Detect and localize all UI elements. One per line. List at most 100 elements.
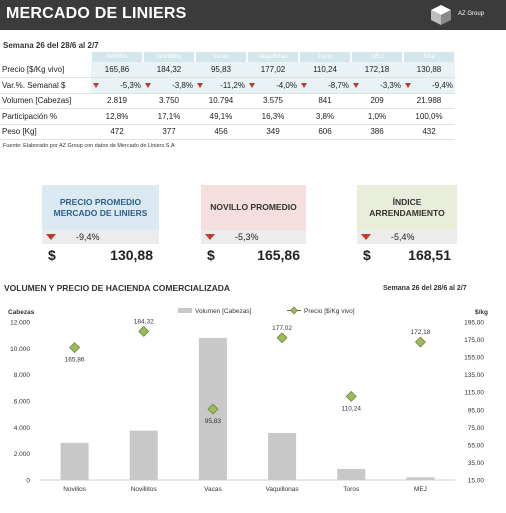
price-marker-vacas [207,403,219,415]
legend-bar-swatch [178,308,192,313]
table-row: Precio [$/Kg vivo] 165,86 184,32 95,83 1… [0,62,455,78]
right-tick-label: 135,00 [464,372,484,379]
table-header-row: Novillos Novillitos Vacas Vaquillonas To… [0,52,456,62]
table-cell: 49,1% [195,108,247,125]
table-cell: 456 [195,124,247,140]
cube-logo-icon [431,5,451,25]
left-tick-label: 4.000 [14,425,31,432]
left-axis-label: Cabezas [8,309,35,316]
down-arrow-icon [93,82,99,88]
row-label: Var.%. Semanal $ [0,77,91,94]
table-cell: 3.575 [247,93,299,109]
price-data-label: 172,18 [410,329,430,336]
x-tick-label: Vaquillonas [266,486,300,493]
price-marker-novillitos [138,325,150,337]
left-tick-label: 12.000 [10,320,30,327]
source-note: Fuente: Elaborado por AZ Group con datos… [3,143,175,149]
row-label: Volumen [Cabezas] [0,93,91,109]
table-cell: 377 [143,124,195,140]
table-cell: 1,0% [351,108,403,125]
price-marker-vaquillonas [276,332,288,344]
right-tick-label: 55,00 [468,442,485,449]
right-tick-label: 115,00 [465,390,485,397]
column-header: Novillitos [143,52,196,62]
table-cell: 130,88 [403,62,455,78]
table-cell: 3.750 [143,93,195,109]
table-cell: 100,0% [403,108,455,125]
right-tick-label: 75,00 [468,425,485,432]
left-tick-label: 0 [26,478,30,485]
table-row: Volumen [Cabezas] 2.819 3.750 10.794 3.5… [0,93,455,109]
table-cell: 95,83 [195,62,247,78]
column-header: MEJ [351,52,404,62]
page-title: MERCADO DE LINIERS [6,5,187,22]
lease-index-card: ÍNDICE ARRENDAMIENTO -5,4% $168,51 [357,185,457,266]
bar-novillos [60,442,89,480]
price-marker-mej [414,336,426,348]
right-tick-label: 155,00 [464,355,484,362]
currency-symbol: $ [207,247,215,263]
volume-price-chart: Cabezas $/kg 0 2.000 4.000 6.000 8.000 10.000 12… [8,306,488,493]
card-title: MERCADO DE LINIERS [53,207,148,218]
right-tick-label: 35,00 [468,460,485,467]
right-tick-label: 95,00 [468,407,485,414]
currency-symbol: $ [363,247,371,263]
table-cell: -3,8% [172,80,193,90]
column-header: Novillos [91,52,144,62]
table-cell: 349 [247,124,299,140]
market-table: Novillos Novillitos Vacas Vaquillonas To… [0,52,456,140]
right-tick-label: 15,00 [468,478,485,485]
table-cell: 21.988 [403,93,455,109]
week-label: Semana 26 del 28/6 al 2/7 [3,41,99,50]
card-variation: -5,4% [391,232,415,242]
table-cell: 184,32 [143,62,195,78]
table-row: Var.%. Semanal $ -5,3% -3,8% -11,2% -4,0… [0,77,455,94]
table-cell: -5,3% [120,80,141,90]
table-cell: -11,2% [220,80,245,90]
down-arrow-icon [353,82,359,88]
card-variation: -5,3% [235,232,259,242]
chart-section-title: VOLUMEN Y PRECIO DE HACIENDA COMERCIALIZ… [4,283,231,293]
price-data-label: 184,32 [134,318,154,325]
card-value: 130,88 [110,247,153,263]
down-arrow-icon [301,82,307,88]
table-cell: 17,1% [143,108,195,125]
row-label: Participación % [0,108,91,125]
table-cell: 177,02 [247,62,299,78]
down-arrow-icon [361,234,371,240]
table-cell: 3,8% [299,108,351,125]
price-data-label: 95,83 [205,418,222,425]
x-tick-label: Novillos [63,486,87,493]
company-logo: AZ Group [430,4,500,26]
table-cell: 432 [403,124,455,140]
price-data-label: 110,24 [342,405,362,412]
card-value: 165,86 [257,247,300,263]
table-cell: 172,18 [351,62,403,78]
card-value: 168,51 [408,247,451,263]
table-cell: -8,7% [328,80,349,90]
down-arrow-icon [249,82,255,88]
down-arrow-icon [46,234,56,240]
logo-text: AZ Group [458,11,485,17]
column-header: Vaquillonas [247,52,300,62]
card-title: ÍNDICE [392,196,422,207]
bar-mej [406,477,435,480]
right-tick-label: 195,00 [464,320,484,327]
column-header: Toros [299,52,352,62]
table-cell: 209 [351,93,403,109]
price-data-label: 165,86 [65,357,85,364]
card-title: ARRENDAMIENTO [369,207,445,218]
left-tick-label: 6.000 [14,399,31,406]
currency-symbol: $ [48,247,56,263]
x-tick-label: MEJ [414,486,427,493]
down-arrow-icon [205,234,215,240]
down-arrow-icon [145,82,151,88]
table-cell: -3,3% [380,80,401,90]
legend-marker-swatch [290,306,298,315]
right-tick-label: 175,00 [464,337,484,344]
table-row: Peso [Kg] 472 377 456 349 606 386 432 [0,124,455,140]
table-cell: 841 [299,93,351,109]
table-cell: -4,0% [276,80,297,90]
bar-novillitos [129,430,158,480]
column-header: Total [403,52,456,62]
